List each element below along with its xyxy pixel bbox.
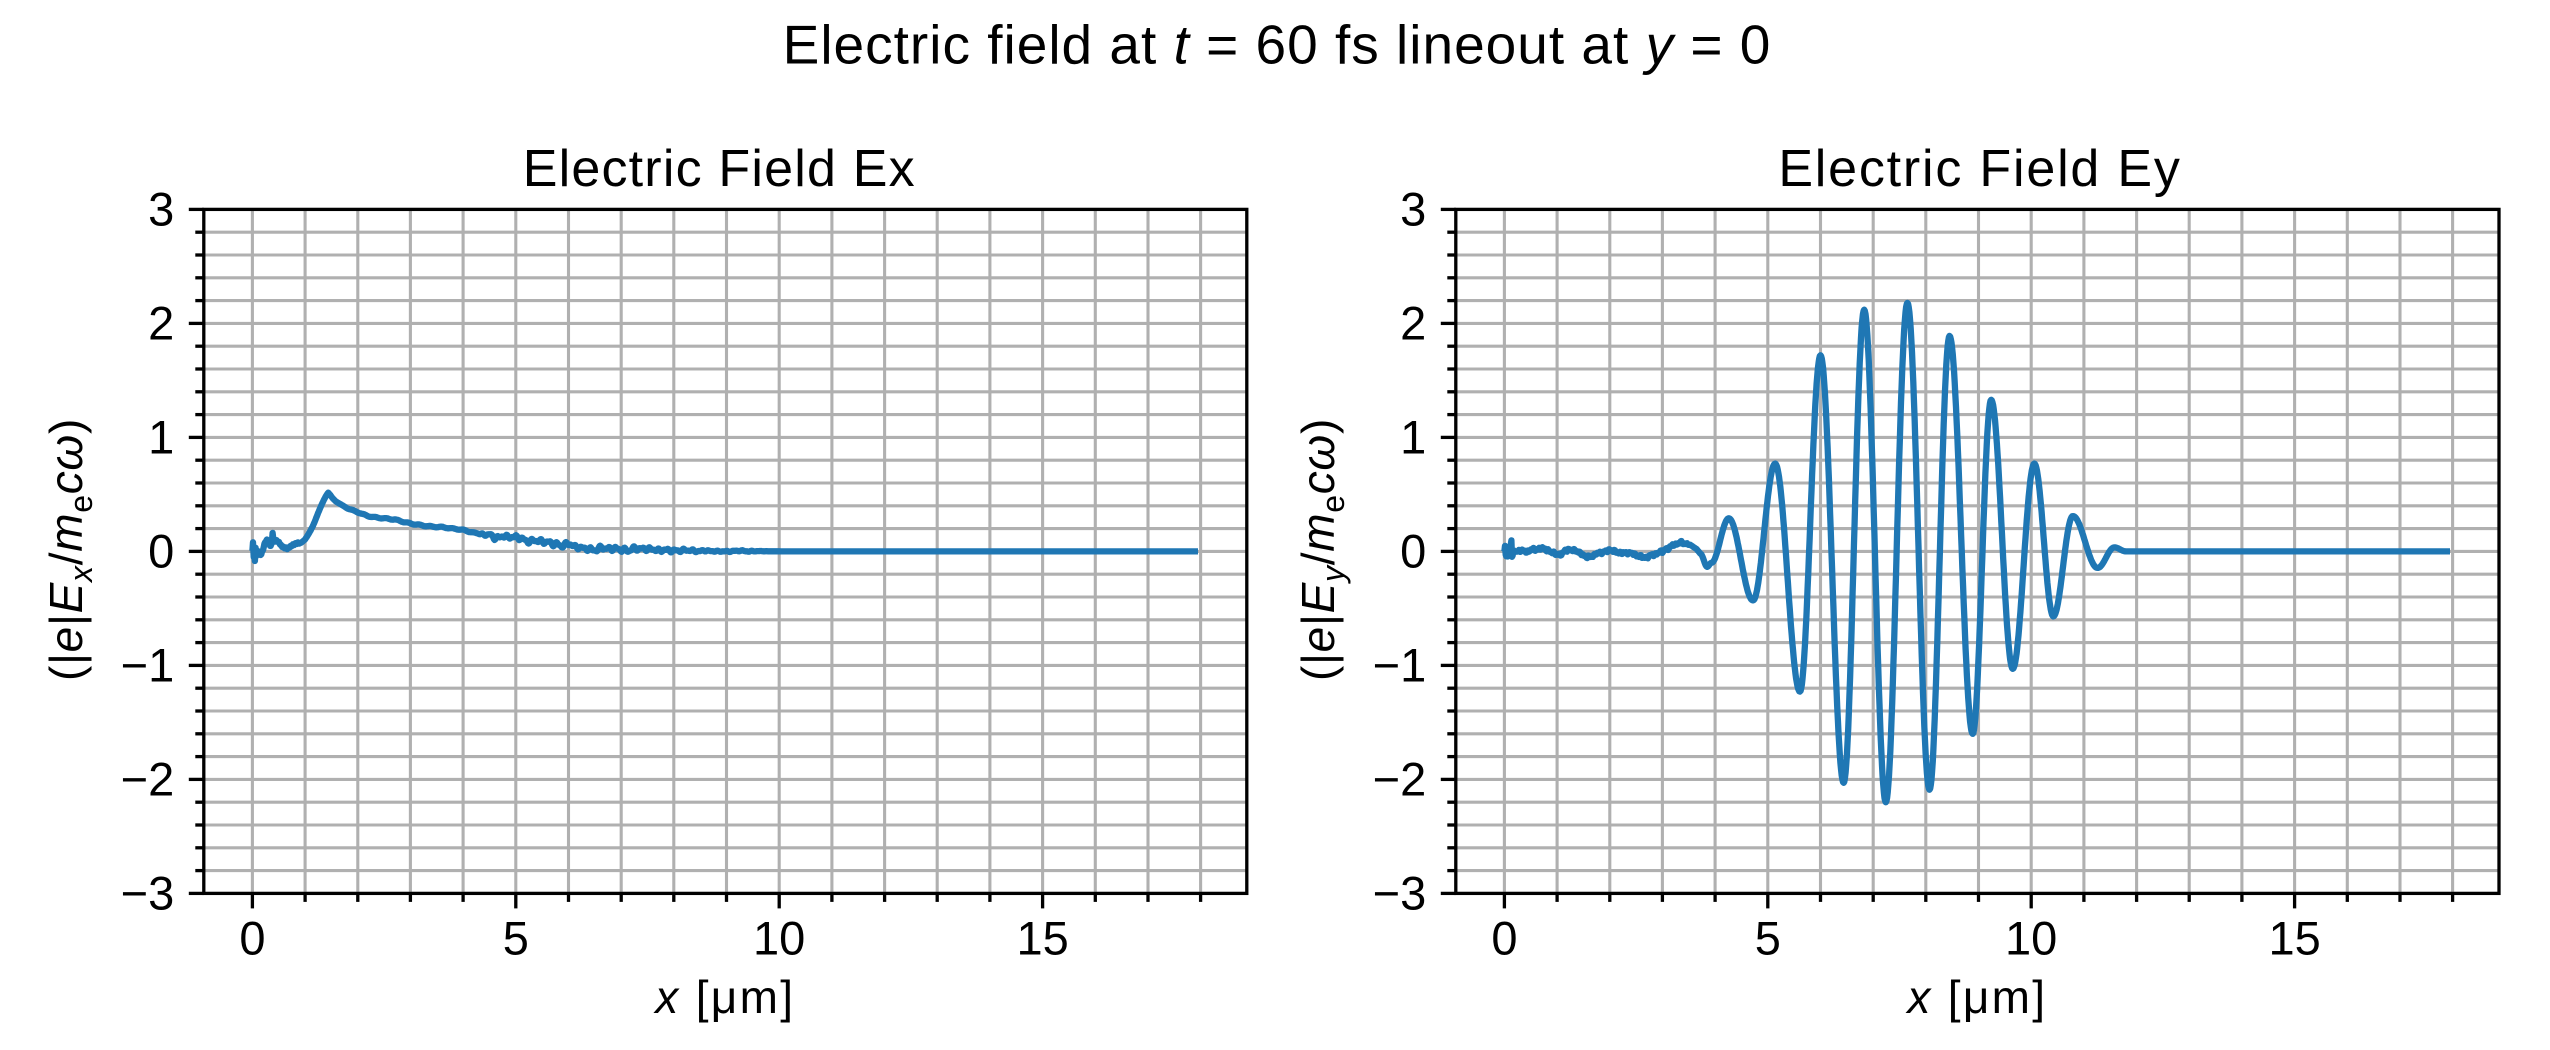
svg-text:−3: −3 bbox=[121, 866, 175, 919]
svg-text:(|e|Ey/mecω): (|e|Ey/mecω) bbox=[1292, 418, 1351, 681]
svg-text:5: 5 bbox=[503, 912, 529, 965]
svg-text:−2: −2 bbox=[1373, 752, 1427, 805]
svg-text:1: 1 bbox=[148, 410, 174, 463]
svg-text:Electric field at t = 60 fs li: Electric field at t = 60 fs lineout at y… bbox=[783, 14, 1772, 76]
svg-text:0: 0 bbox=[148, 524, 174, 577]
svg-text:−2: −2 bbox=[121, 752, 175, 805]
svg-text:1: 1 bbox=[1400, 410, 1426, 463]
svg-text:5: 5 bbox=[1755, 912, 1781, 965]
svg-text:x [μm]: x [μm] bbox=[653, 971, 795, 1023]
svg-text:−1: −1 bbox=[121, 638, 175, 691]
svg-text:3: 3 bbox=[148, 182, 174, 235]
svg-text:Electric Field Ex: Electric Field Ex bbox=[523, 140, 916, 198]
svg-text:10: 10 bbox=[2005, 912, 2057, 965]
svg-text:10: 10 bbox=[753, 912, 805, 965]
svg-text:15: 15 bbox=[2268, 912, 2320, 965]
svg-text:0: 0 bbox=[1491, 912, 1517, 965]
svg-text:−1: −1 bbox=[1373, 638, 1427, 691]
svg-text:2: 2 bbox=[1400, 296, 1426, 349]
svg-text:0: 0 bbox=[1400, 524, 1426, 577]
svg-text:0: 0 bbox=[239, 912, 265, 965]
svg-text:15: 15 bbox=[1016, 912, 1068, 965]
svg-text:−3: −3 bbox=[1373, 866, 1427, 919]
svg-text:(|e|Ex/mecω): (|e|Ex/mecω) bbox=[40, 418, 99, 681]
svg-text:2: 2 bbox=[148, 296, 174, 349]
svg-text:Electric Field Ey: Electric Field Ey bbox=[1778, 140, 2181, 198]
svg-text:3: 3 bbox=[1400, 182, 1426, 235]
svg-text:x [μm]: x [μm] bbox=[1905, 971, 2047, 1023]
